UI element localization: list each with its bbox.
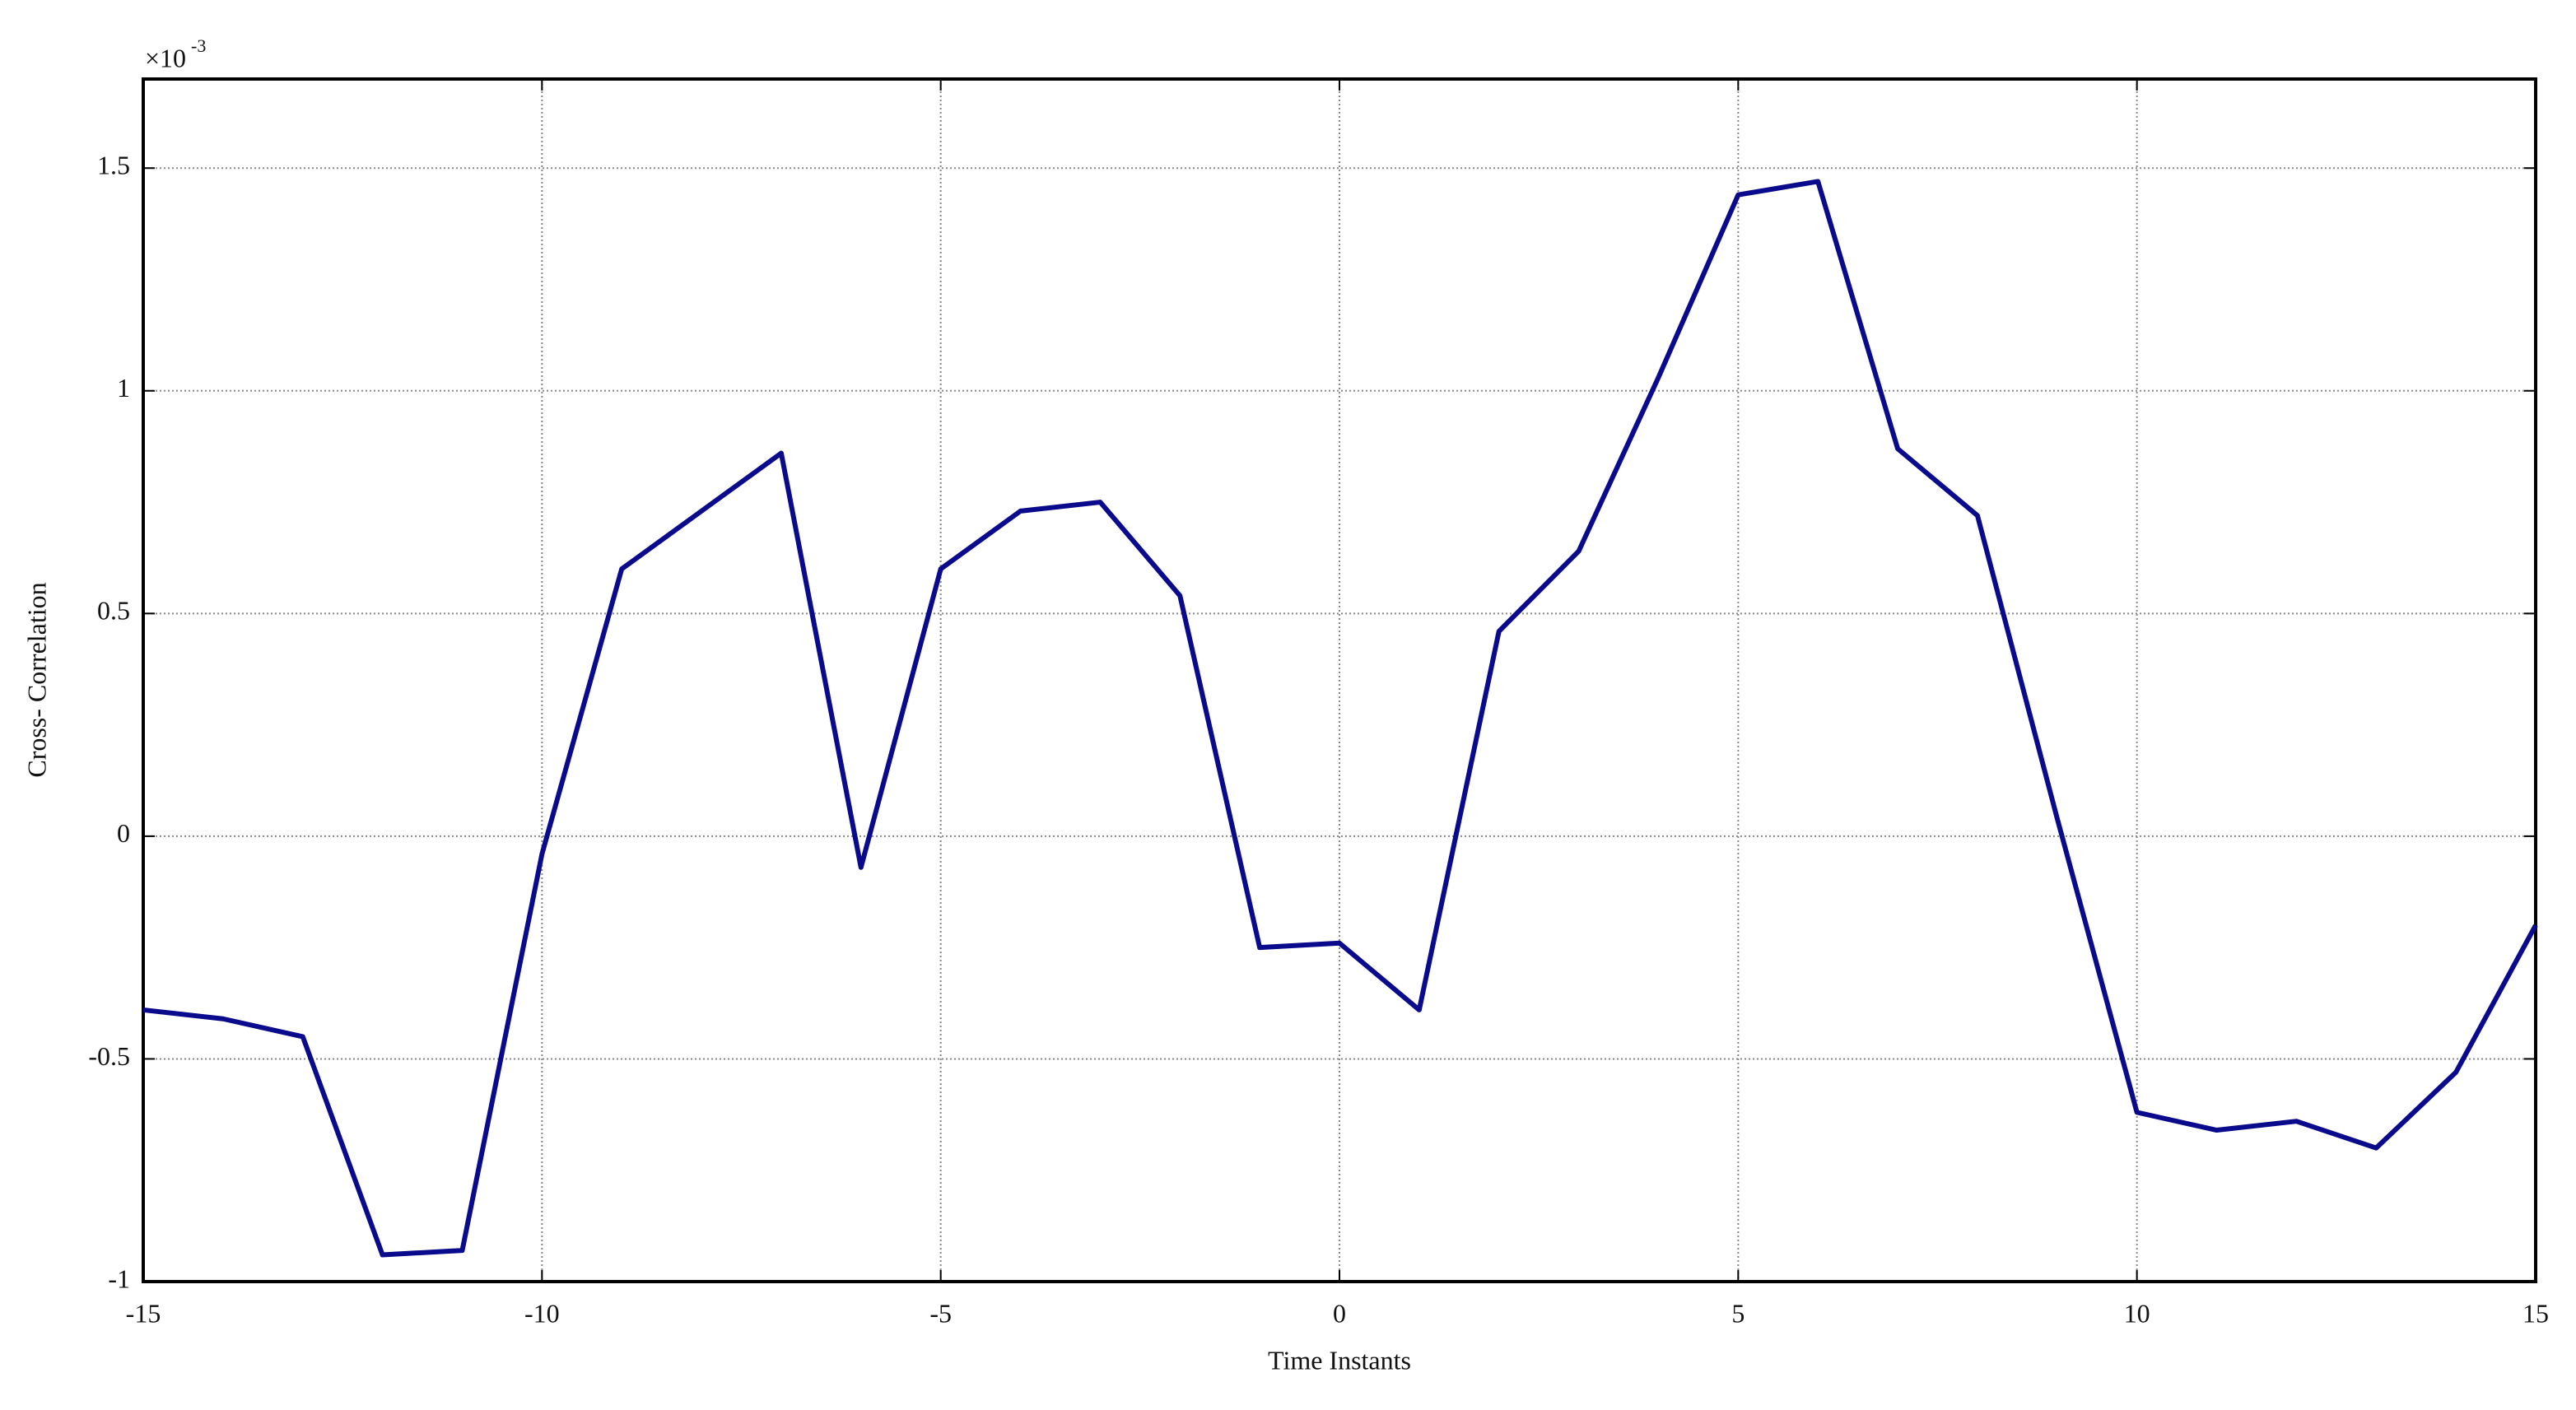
x-tick-label: -15 [126, 1298, 161, 1328]
y-tick-label: -0.5 [88, 1041, 130, 1071]
x-tick-label: -5 [929, 1298, 952, 1328]
plot-frame [142, 77, 2537, 1283]
x-tick-label: -10 [524, 1298, 560, 1328]
x-tick-label: 15 [2522, 1298, 2549, 1328]
x-axis-label: Time Instants [1268, 1345, 1411, 1375]
y-tick-label: 1.5 [97, 151, 130, 180]
x-tick-label: 0 [1333, 1298, 1346, 1328]
y-axis-label: Cross- Correlation [21, 582, 51, 777]
y-tick-label: 0.5 [97, 596, 130, 626]
y-multiplier: ×10 [145, 43, 186, 72]
x-tick-label: 5 [1731, 1298, 1745, 1328]
y-tick-label: 0 [117, 818, 130, 848]
x-tick-label: 10 [2124, 1298, 2150, 1328]
data-line [142, 179, 2538, 1258]
y-tick-label: 1 [117, 373, 130, 403]
y-tick-label: -1 [108, 1263, 130, 1293]
y-multiplier-exponent: -3 [191, 35, 206, 56]
